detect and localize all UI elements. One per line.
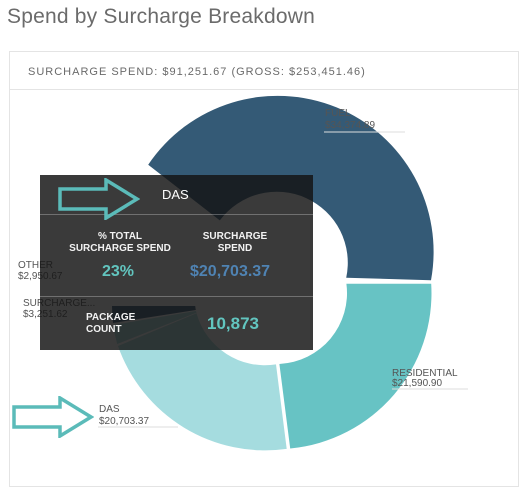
- surcharge-spend-header-line1: SURCHARGE: [202, 231, 268, 242]
- page-title: Spend by Surcharge Breakdown: [7, 5, 315, 28]
- pct-total-header-line1: % TOTAL: [97, 231, 143, 242]
- surcharge-spend-value: $20,703.37: [190, 263, 271, 280]
- surcharge-spend-header: SURCHARGE SPEND: [200, 231, 270, 255]
- pct-total-header-line2: SURCHARGE SPEND: [69, 243, 171, 254]
- package-count-value: 10,873: [207, 314, 259, 333]
- other-label: OTHER: [18, 260, 53, 271]
- package-count-header: PACKAGE COUNT: [86, 312, 156, 336]
- package-count-header-line1: PACKAGE: [86, 312, 136, 323]
- residential-label: RESIDENTIAL: [392, 368, 458, 379]
- fuel-value: $34,374.89: [325, 120, 375, 131]
- tooltip-spend-row: % TOTAL SURCHARGE SPEND SURCHARGE SPEND …: [40, 215, 313, 297]
- das-value: $20,703.37: [99, 416, 149, 427]
- package-count-header-line2: COUNT: [86, 324, 122, 335]
- fuel-label: FUEL: [325, 108, 351, 119]
- pct-total-header: % TOTAL SURCHARGE SPEND: [65, 231, 175, 255]
- card-header: SURCHARGE SPEND: $91,251.67 (GROSS: $253…: [10, 52, 518, 90]
- chart-tooltip: DAS % TOTAL SURCHARGE SPEND SURCHARGE SP…: [40, 175, 313, 350]
- pct-total-value: 23%: [102, 263, 135, 280]
- slice-residential[interactable]: [279, 283, 432, 449]
- surcharge-spend-header-line2: SPEND: [217, 243, 253, 254]
- tooltip-title: DAS: [162, 187, 189, 202]
- tooltip-title-row: DAS: [40, 175, 313, 215]
- surcharge-spend-summary: SURCHARGE SPEND: $91,251.67 (GROSS: $253…: [28, 66, 366, 78]
- das-arrow-icon: [12, 396, 94, 438]
- residential-value: $21,590.90: [392, 378, 442, 389]
- das-label: DAS: [99, 404, 120, 415]
- tooltip-arrow-icon: [58, 178, 140, 220]
